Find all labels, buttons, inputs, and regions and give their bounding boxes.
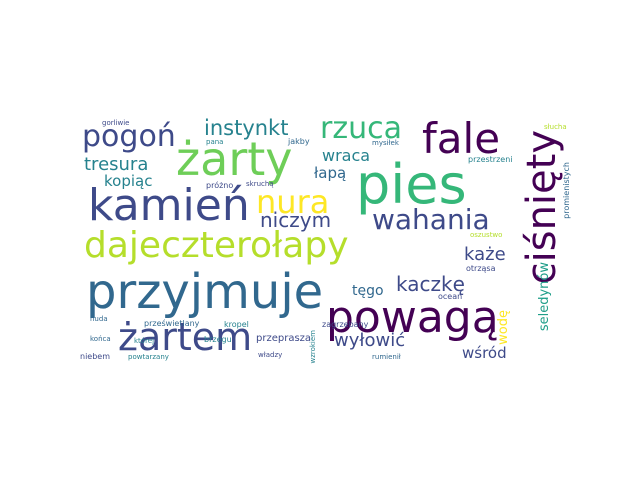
word-jakby: jakby bbox=[288, 137, 310, 146]
word-kropel: kropel bbox=[224, 320, 249, 329]
word-przestrzeni: przestrzeni bbox=[468, 155, 513, 164]
word-lapa: łapą bbox=[314, 164, 347, 182]
word-niebem: niebem bbox=[80, 352, 111, 361]
word-pogon: pogoń bbox=[82, 119, 176, 154]
word-rzuca: rzuca bbox=[320, 111, 402, 146]
word-kaze: każe bbox=[464, 244, 506, 265]
word-powtarzany: powtarzany bbox=[128, 353, 169, 361]
word-prozno: próżno bbox=[206, 181, 234, 190]
word-nura: nura bbox=[256, 183, 330, 221]
word-zagrzebany: zagrzebany bbox=[322, 320, 369, 329]
word-ktorej: której bbox=[134, 337, 155, 345]
word-przeprasza: przeprasza bbox=[256, 333, 312, 344]
word-pana: pana bbox=[206, 138, 224, 146]
word-slucha: słucha bbox=[544, 123, 567, 131]
word-skrucha: skruchą bbox=[246, 180, 274, 188]
word-powaga: powagą bbox=[326, 292, 499, 343]
word-promienistych: promienistych bbox=[562, 162, 571, 219]
word-wahania: wahania bbox=[372, 203, 490, 236]
word-wsrod: wśród bbox=[462, 344, 507, 362]
word-wladzy: władzy bbox=[258, 351, 283, 359]
word-seledynow: seledynów bbox=[537, 262, 552, 332]
word-fale: fale bbox=[422, 114, 501, 163]
word-kopiac: kopiąc bbox=[104, 172, 153, 190]
word-tego: tęgo bbox=[352, 283, 384, 299]
word-ocean: ocean bbox=[438, 292, 463, 301]
word-otrzasa: otrząsa bbox=[466, 264, 496, 273]
word-wzrokiem: wzrokiem bbox=[309, 330, 317, 364]
word-gorliwie: gorliwie bbox=[102, 119, 130, 127]
word-pies: pies bbox=[356, 153, 467, 216]
word-kaczke: kaczkę bbox=[396, 272, 465, 296]
word-nuda: nuda bbox=[90, 315, 108, 323]
word-instynkt: instynkt bbox=[204, 116, 289, 140]
word-zartem: żartem bbox=[118, 315, 253, 359]
word-zarty: żarty bbox=[176, 132, 293, 186]
word-wylowic: wyłowić bbox=[334, 330, 406, 351]
word-konca: końca bbox=[90, 335, 111, 343]
word-mysilek: mysiłek bbox=[372, 139, 399, 147]
word-kamien: kamień bbox=[88, 180, 250, 231]
word-przeswietlany: prześwietlany bbox=[144, 319, 200, 328]
word-wraca: wraca bbox=[322, 146, 371, 165]
word-rumienil: rumienił bbox=[372, 353, 401, 361]
word-tresura: tresura bbox=[84, 154, 149, 175]
word-przyjmuje: przyjmuje bbox=[86, 264, 324, 320]
word-wode: wodę bbox=[496, 310, 511, 345]
word-brzegu: brzegu bbox=[204, 335, 232, 344]
word-oszustwo: oszustwo bbox=[470, 231, 503, 239]
word-niczym: niczym bbox=[260, 208, 332, 232]
word-dajeczterolapy: dajeczterołapy bbox=[84, 225, 349, 266]
